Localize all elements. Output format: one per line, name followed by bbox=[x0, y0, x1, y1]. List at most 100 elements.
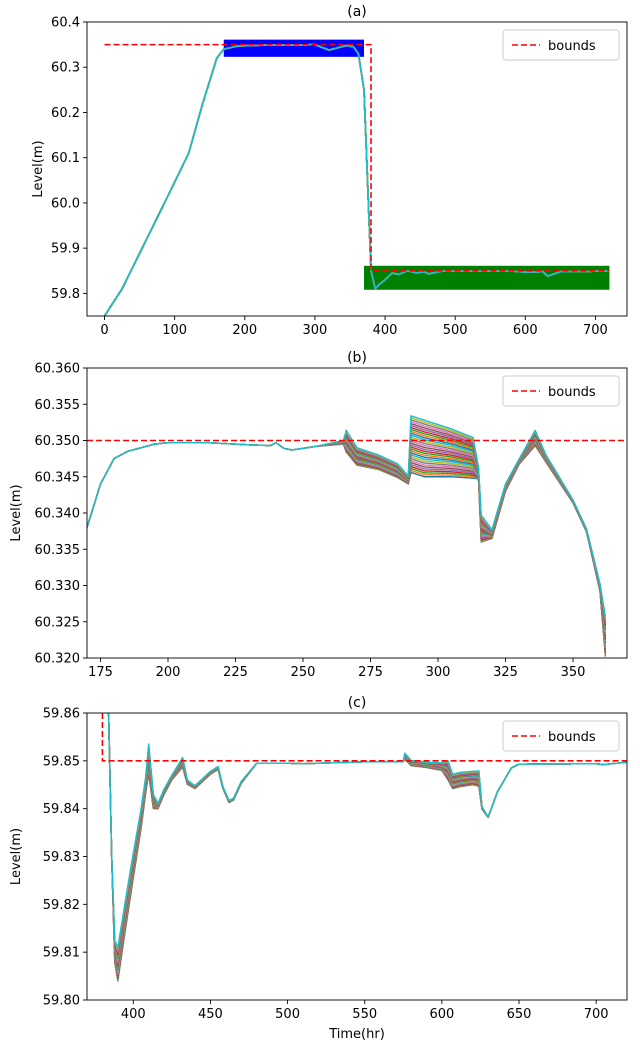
series-line bbox=[107, 713, 627, 980]
x-tick-label: 100 bbox=[162, 323, 187, 338]
y-tick-label: 60.1 bbox=[51, 151, 80, 166]
series-line bbox=[87, 440, 607, 645]
bounds-line bbox=[101, 713, 627, 762]
plot-area bbox=[103, 39, 610, 316]
series-line bbox=[107, 713, 627, 949]
series-line bbox=[107, 713, 627, 974]
series-line bbox=[87, 440, 607, 646]
series-line bbox=[87, 441, 607, 650]
y-axis-label: Level(m) bbox=[9, 484, 24, 541]
x-tick-label: 650 bbox=[507, 1007, 532, 1022]
x-tick-label: 700 bbox=[584, 1007, 609, 1022]
legend-label: bounds bbox=[548, 730, 596, 745]
legend-label: bounds bbox=[548, 39, 596, 54]
y-tick-label: 60.4 bbox=[51, 16, 80, 31]
x-tick-label: 550 bbox=[352, 1007, 377, 1022]
x-tick-label: 300 bbox=[303, 323, 328, 338]
series-line bbox=[87, 426, 607, 626]
panel-a: 0 100 200 300 400 500 600 700 59.8 59.9 60.0 60.1 60… bbox=[31, 4, 628, 338]
legend: bounds bbox=[502, 720, 620, 752]
axes-frame bbox=[86, 21, 628, 317]
series-line bbox=[87, 435, 607, 632]
y-tick-label: 60.345 bbox=[35, 470, 81, 485]
y-tick-label: 59.8 bbox=[51, 287, 80, 302]
series-line bbox=[87, 434, 607, 631]
series-line bbox=[87, 441, 607, 652]
series-line bbox=[87, 438, 607, 639]
y-tick-label: 59.83 bbox=[43, 850, 80, 865]
axes-frame bbox=[86, 712, 628, 1001]
x-tick-label: 350 bbox=[561, 665, 586, 680]
legend-box bbox=[502, 29, 620, 61]
series-line bbox=[107, 713, 627, 976]
series-line bbox=[87, 441, 607, 649]
y-tick-label: 59.81 bbox=[43, 946, 80, 961]
series-line bbox=[87, 435, 607, 634]
y-tick-label: 59.80 bbox=[43, 994, 80, 1009]
x-tick-label: 600 bbox=[429, 1007, 454, 1022]
legend: bounds bbox=[502, 375, 620, 407]
legend-box bbox=[502, 720, 620, 752]
chart-title: (b) bbox=[347, 350, 367, 366]
series-line bbox=[107, 713, 627, 982]
legend: bounds bbox=[502, 29, 620, 61]
axes-frame bbox=[86, 367, 628, 659]
y-tick-label: 60.0 bbox=[51, 196, 80, 211]
x-tick-label: 400 bbox=[121, 1007, 146, 1022]
panel-b: 175 200 225 250 275 300 325 350 60.320 60.325 60.3… bbox=[9, 350, 628, 680]
series-line bbox=[103, 43, 610, 316]
series-line bbox=[87, 428, 607, 627]
x-tick-label: 250 bbox=[291, 665, 316, 680]
x-tick-label: 175 bbox=[88, 665, 113, 680]
series-line bbox=[107, 713, 627, 981]
band-1 bbox=[364, 265, 610, 290]
series-line bbox=[87, 437, 607, 636]
y-tick-label: 59.84 bbox=[43, 802, 80, 817]
series-line bbox=[87, 439, 607, 642]
x-tick-label: 500 bbox=[443, 323, 468, 338]
x-tick-label: 300 bbox=[426, 665, 451, 680]
x-tick-label: 600 bbox=[513, 323, 538, 338]
chart-title: (a) bbox=[347, 4, 367, 20]
series-line bbox=[87, 438, 607, 641]
series-line bbox=[87, 432, 607, 630]
y-axis-label: Level(m) bbox=[9, 828, 24, 885]
series-line bbox=[87, 415, 607, 617]
y-tick-label: 59.9 bbox=[51, 242, 80, 257]
y-tick-label: 60.360 bbox=[35, 362, 81, 377]
y-tick-label: 60.325 bbox=[35, 615, 81, 630]
y-tick-label: 60.335 bbox=[35, 543, 81, 558]
y-tick-label: 59.85 bbox=[43, 754, 80, 769]
y-axis-label: Level(m) bbox=[31, 140, 46, 197]
y-tick-label: 60.355 bbox=[35, 398, 81, 413]
x-tick-label: 200 bbox=[232, 323, 257, 338]
x-axis-label: Time(hr) bbox=[328, 1027, 385, 1042]
x-tick-label: 325 bbox=[493, 665, 518, 680]
series-line bbox=[87, 441, 607, 657]
x-tick-label: 200 bbox=[156, 665, 181, 680]
x-tick-label: 500 bbox=[275, 1007, 300, 1022]
series-line bbox=[87, 441, 607, 656]
series-line bbox=[87, 436, 607, 635]
x-tick-label: 400 bbox=[373, 323, 398, 338]
series-line bbox=[87, 430, 607, 628]
y-tick-label: 60.350 bbox=[35, 434, 81, 449]
panel-c: 400 450 500 550 600 650 700 59.80 59.81 59.82 59.8… bbox=[9, 695, 628, 1042]
series-line bbox=[107, 713, 627, 973]
series-line bbox=[87, 441, 607, 653]
y-tick-label: 60.320 bbox=[35, 652, 81, 667]
plot-area bbox=[87, 415, 627, 657]
x-tick-label: 450 bbox=[198, 1007, 223, 1022]
y-tick-label: 60.2 bbox=[51, 106, 80, 121]
series-line bbox=[87, 437, 607, 638]
series-line bbox=[107, 713, 627, 979]
bounds-line bbox=[104, 43, 610, 272]
series-line bbox=[87, 439, 607, 643]
legend-box bbox=[502, 375, 620, 407]
series-line bbox=[107, 713, 627, 977]
band-0 bbox=[223, 39, 365, 57]
y-tick-label: 60.3 bbox=[51, 61, 80, 76]
series-line bbox=[107, 713, 627, 975]
legend-label: bounds bbox=[548, 385, 596, 400]
